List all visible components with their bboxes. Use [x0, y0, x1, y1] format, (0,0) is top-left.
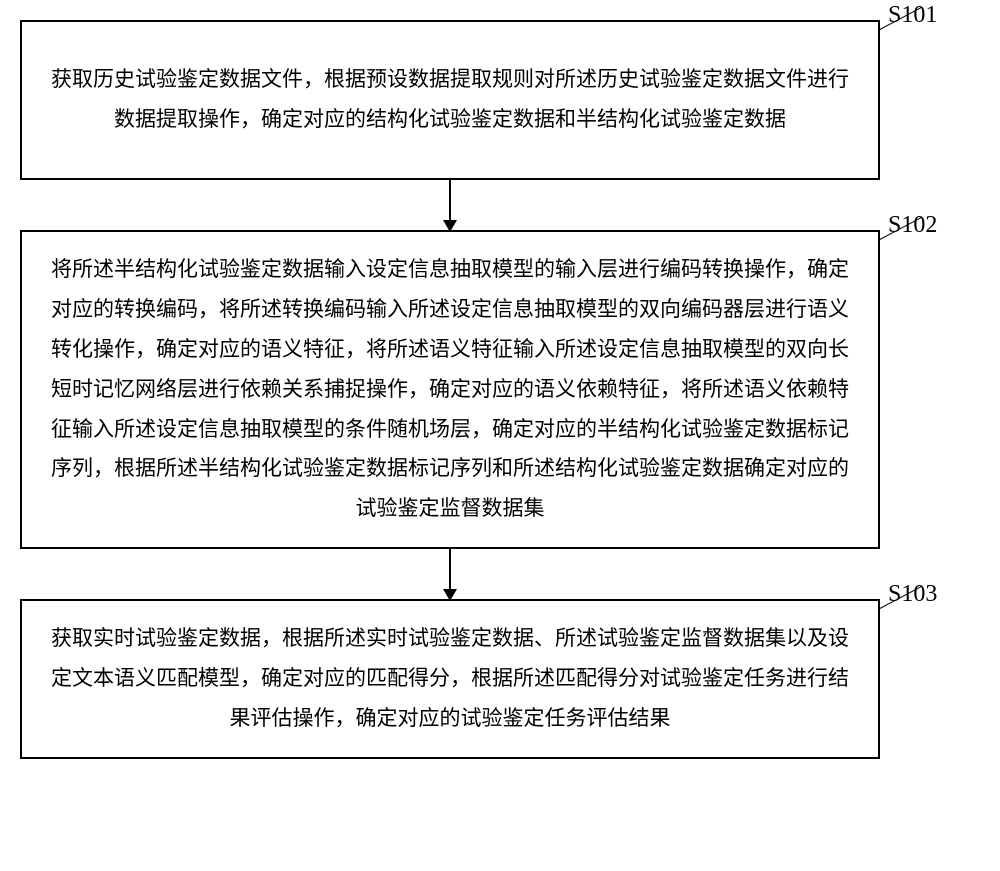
step-text-s103: 获取实时试验鉴定数据，根据所述实时试验鉴定数据、所述试验鉴定监督数据集以及设定文… [46, 619, 854, 739]
step-text-s101: 获取历史试验鉴定数据文件，根据预设数据提取规则对所述历史试验鉴定数据文件进行数据… [46, 60, 854, 140]
step-label-s103: S103 [888, 581, 937, 608]
step-row-s101: 获取历史试验鉴定数据文件，根据预设数据提取规则对所述历史试验鉴定数据文件进行数据… [20, 20, 980, 180]
step-row-s103: 获取实时试验鉴定数据，根据所述实时试验鉴定数据、所述试验鉴定监督数据集以及设定文… [20, 599, 980, 759]
flowchart-container: 获取历史试验鉴定数据文件，根据预设数据提取规则对所述历史试验鉴定数据文件进行数据… [20, 20, 980, 759]
arrow-s101-s102 [20, 180, 880, 230]
step-label-s102: S102 [888, 212, 937, 239]
step-text-s102: 将所述半结构化试验鉴定数据输入设定信息抽取模型的输入层进行编码转换操作，确定对应… [46, 250, 854, 529]
step-box-s101: 获取历史试验鉴定数据文件，根据预设数据提取规则对所述历史试验鉴定数据文件进行数据… [20, 20, 880, 180]
step-label-s101: S101 [888, 2, 937, 29]
arrow-shaft [449, 180, 451, 222]
step-box-s102: 将所述半结构化试验鉴定数据输入设定信息抽取模型的输入层进行编码转换操作，确定对应… [20, 230, 880, 549]
step-row-s102: 将所述半结构化试验鉴定数据输入设定信息抽取模型的输入层进行编码转换操作，确定对应… [20, 230, 980, 549]
arrow-shaft [449, 549, 451, 591]
step-box-s103: 获取实时试验鉴定数据，根据所述实时试验鉴定数据、所述试验鉴定监督数据集以及设定文… [20, 599, 880, 759]
arrow-s102-s103 [20, 549, 880, 599]
